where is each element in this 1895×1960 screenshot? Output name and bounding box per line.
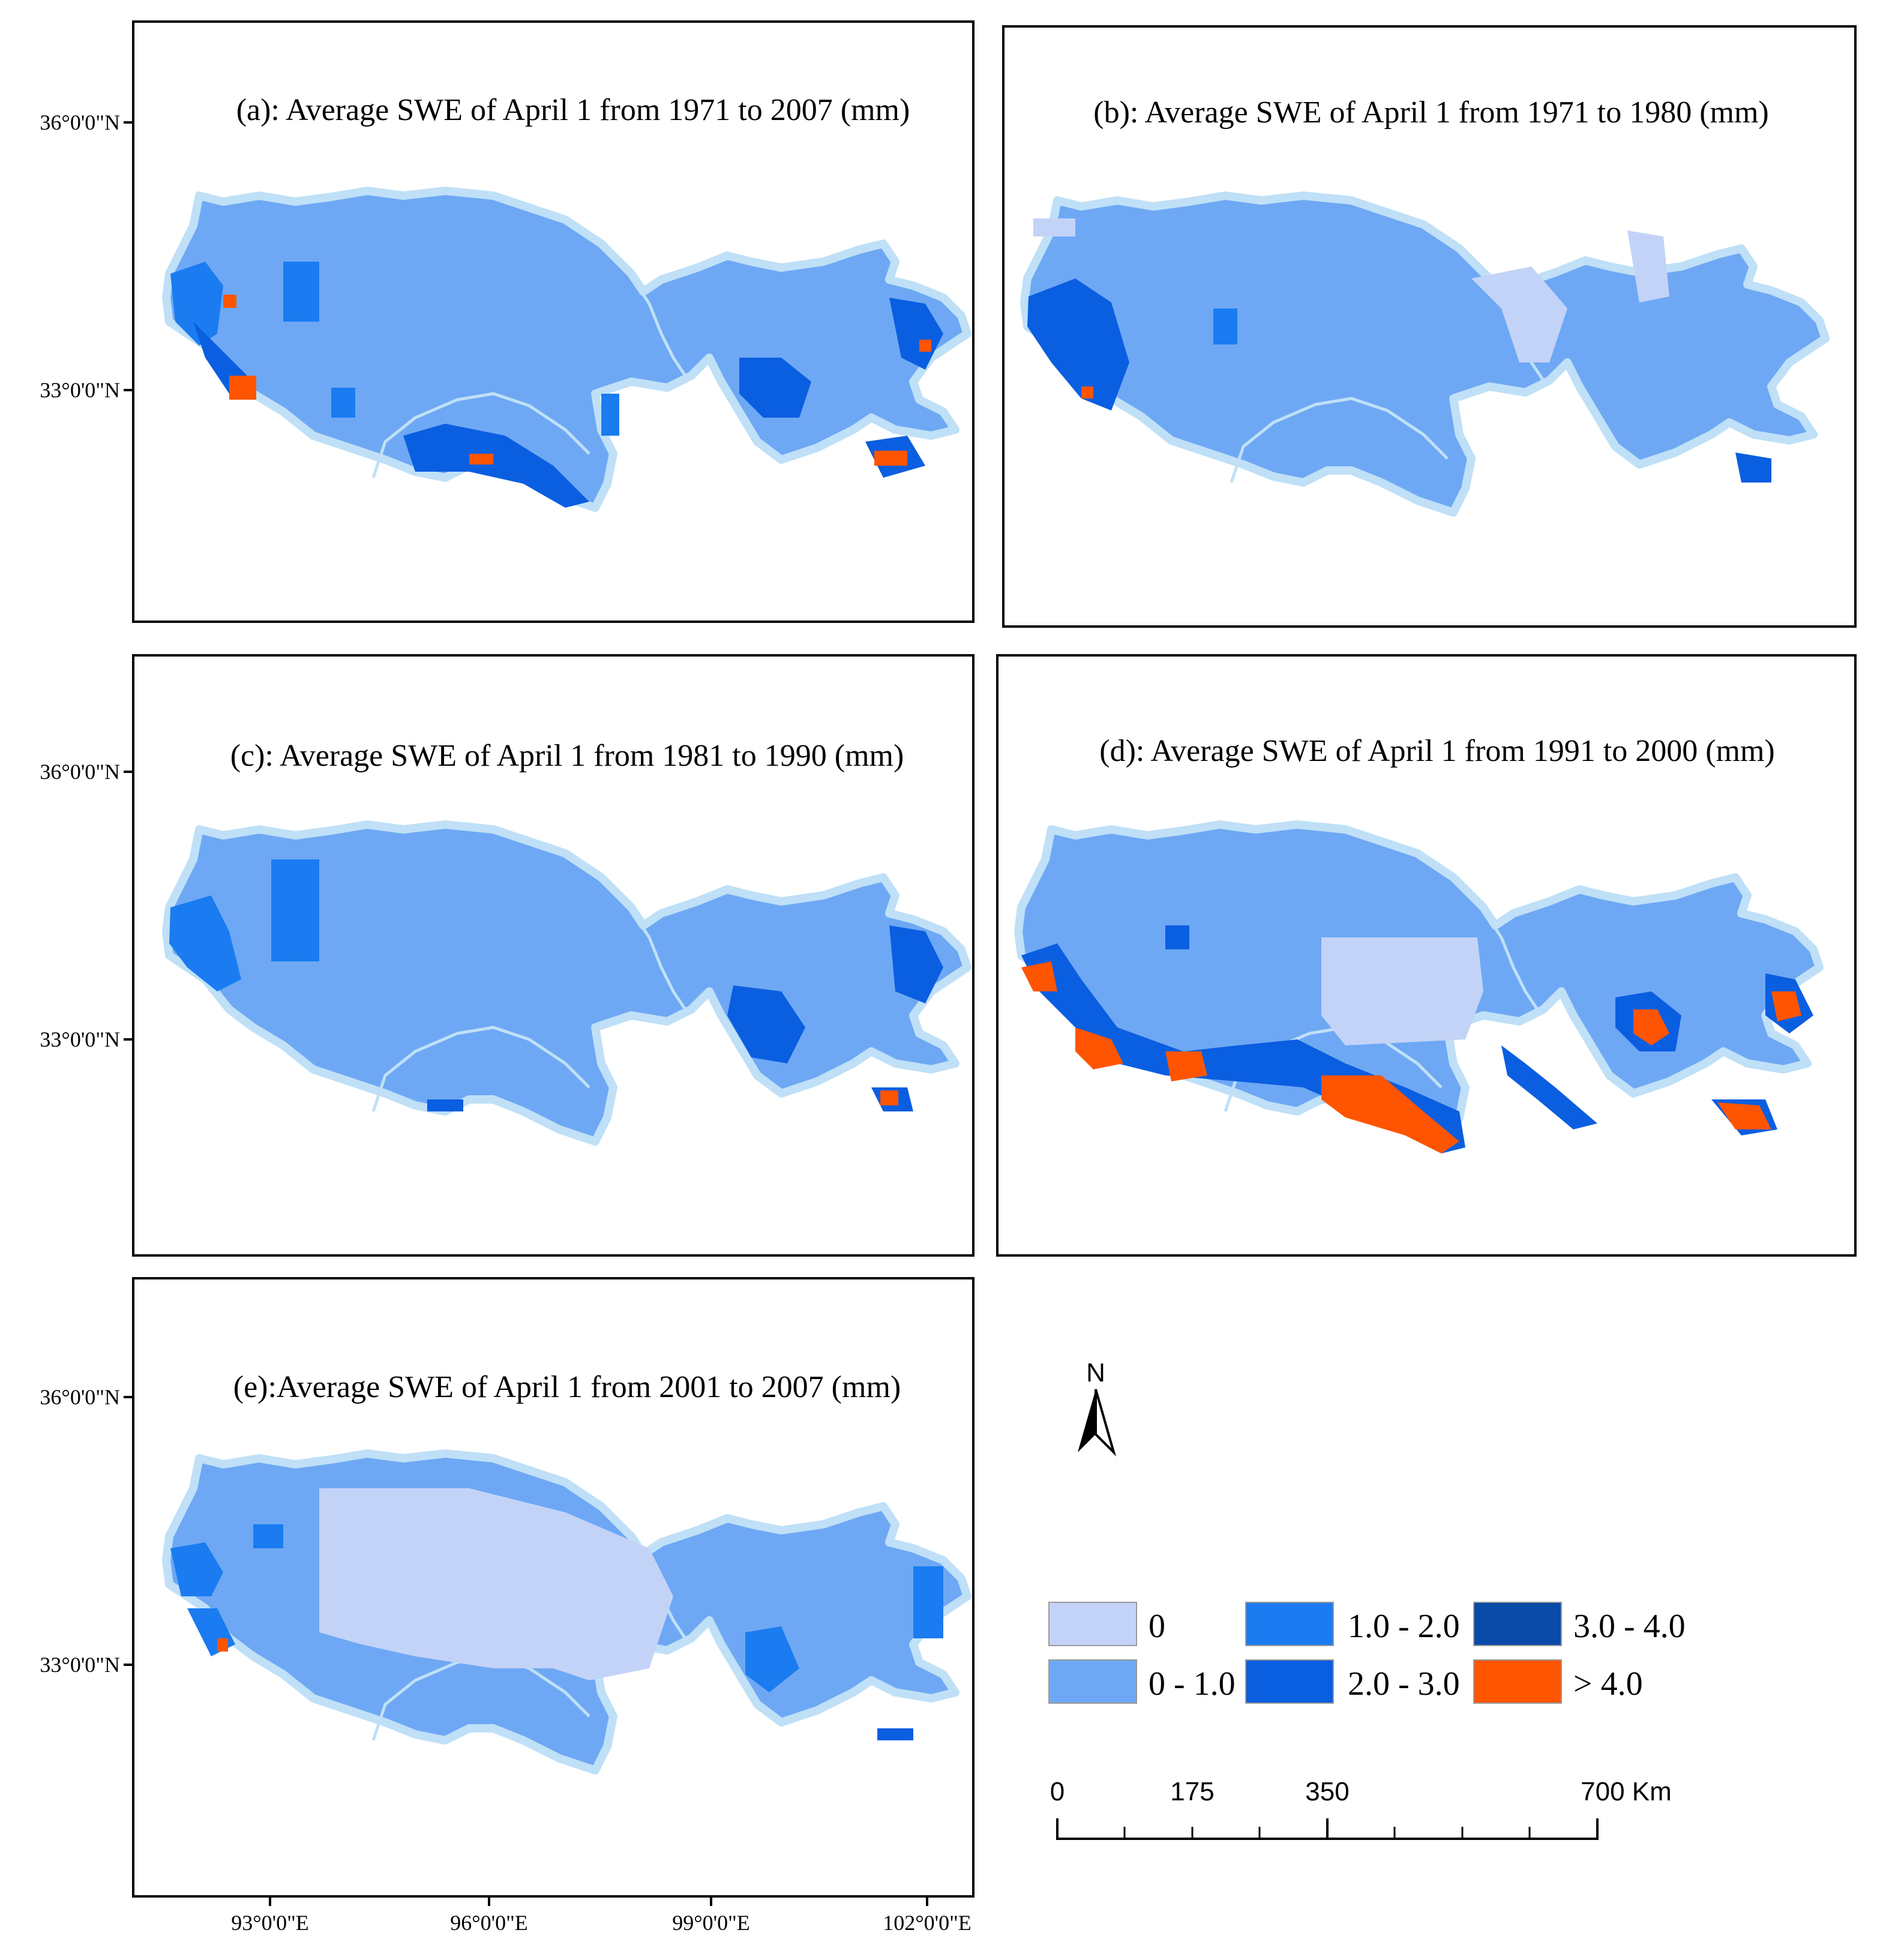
latitude-labels: 36°0'0"N 33°0'0"N 36°0'0"N 33°0'0"N 36°0… <box>40 110 133 1677</box>
map-panel-d: (d): Average SWE of April 1 from 1991 to… <box>996 654 1857 1257</box>
lat-label: 36°0'0"N <box>40 1385 120 1409</box>
basin-map <box>1018 825 1819 1153</box>
basin-map <box>166 191 967 508</box>
scale-tick-label: 0 <box>1050 1777 1065 1806</box>
basin-map <box>1024 196 1825 513</box>
panel-frame <box>132 20 975 623</box>
panel-title: (b): Average SWE of April 1 from 1971 to… <box>1093 95 1769 130</box>
lat-label: 36°0'0"N <box>40 760 120 784</box>
map-panel-e: (e):Average SWE of April 1 from 2001 to … <box>132 1277 975 1898</box>
map-panel-c: (c): Average SWE of April 1 from 1981 to… <box>132 654 975 1257</box>
map-panel-b: (b): Average SWE of April 1 from 1971 to… <box>1002 25 1857 628</box>
legend-label: 0 <box>1149 1608 1165 1645</box>
legend-swatch <box>1473 1659 1562 1704</box>
basin-map <box>166 1453 967 1770</box>
lon-label: 96°0'0"E <box>450 1911 528 1935</box>
panel-frame <box>132 654 975 1257</box>
longitude-labels: 93°0'0"E 96°0'0"E 99°0'0"E 102°0'0"E <box>231 1896 972 1935</box>
legend: 0 0 - 1.0 1.0 - 2.0 2.0 - 3.0 3.0 - 4.0 … <box>1048 1602 1686 1704</box>
panel-title: (c): Average SWE of April 1 from 1981 to… <box>230 739 904 773</box>
legend-label: 2.0 - 3.0 <box>1348 1665 1460 1703</box>
legend-label: 1.0 - 2.0 <box>1348 1608 1460 1645</box>
legend-label: > 4.0 <box>1573 1665 1643 1703</box>
north-arrow-icon <box>1078 1389 1117 1456</box>
lat-label: 33°0'0"N <box>40 1027 120 1051</box>
legend-label: 0 - 1.0 <box>1149 1665 1236 1703</box>
north-arrow: N <box>1078 1358 1117 1456</box>
lat-label: 36°0'0"N <box>40 110 120 134</box>
scale-tick-label: 700 Km <box>1581 1777 1672 1806</box>
lon-label: 99°0'0"E <box>672 1911 750 1935</box>
panel-frame <box>1002 25 1857 628</box>
map-panel-a: (a): Average SWE of April 1 from 1971 to… <box>132 20 975 623</box>
scale-tick-label: 175 <box>1170 1777 1214 1806</box>
panel-title: (a): Average SWE of April 1 from 1971 to… <box>236 93 910 127</box>
panel-title: (e):Average SWE of April 1 from 2001 to … <box>233 1370 901 1404</box>
lat-label: 33°0'0"N <box>40 378 120 402</box>
lon-label: 93°0'0"E <box>231 1911 309 1935</box>
lon-label: 102°0'0"E <box>883 1911 972 1935</box>
panel-frame <box>996 654 1857 1257</box>
legend-label: 3.0 - 4.0 <box>1573 1608 1686 1645</box>
panel-title: (d): Average SWE of April 1 from 1991 to… <box>1099 734 1775 768</box>
legend-swatch <box>1245 1602 1334 1646</box>
scale-bar: 0 175 350 700 Km <box>1050 1777 1672 1840</box>
basin-map <box>166 825 967 1141</box>
legend-swatch <box>1048 1602 1137 1646</box>
north-label: N <box>1086 1358 1105 1387</box>
legend-swatch <box>1473 1602 1562 1646</box>
panel-frame <box>132 1277 975 1898</box>
legend-swatch <box>1245 1659 1334 1704</box>
legend-swatch <box>1048 1659 1137 1704</box>
scale-tick-label: 350 <box>1305 1777 1349 1806</box>
lat-label: 33°0'0"N <box>40 1653 120 1677</box>
